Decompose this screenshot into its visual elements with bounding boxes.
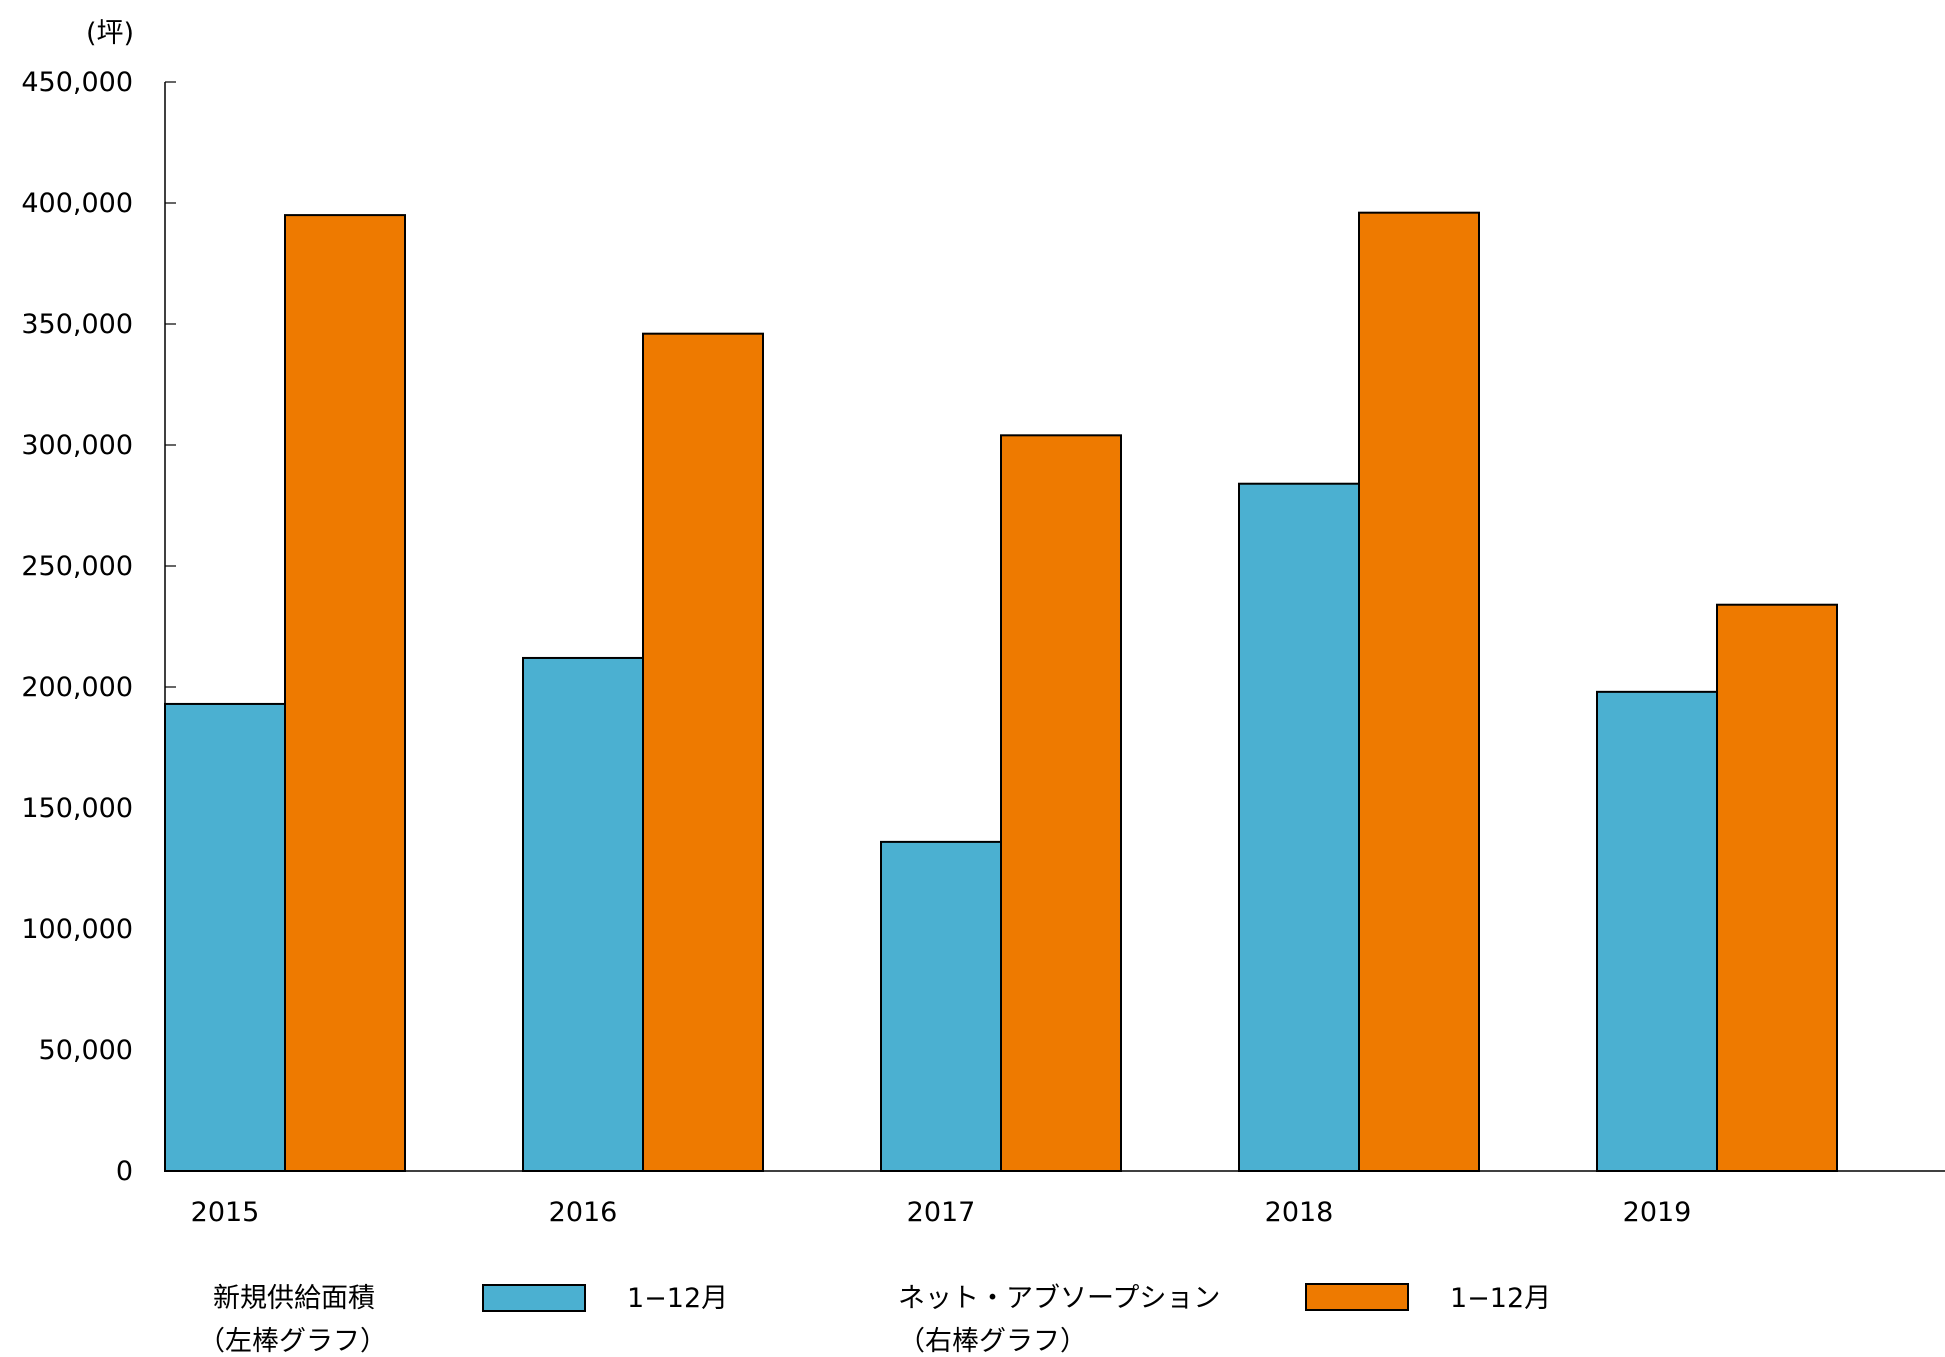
axes bbox=[164, 82, 1945, 1172]
y-tick-label: 300,000 bbox=[21, 430, 133, 461]
bar-absorption-2016 bbox=[642, 332, 764, 1172]
bars bbox=[164, 211, 1838, 1173]
y-tick-label: 350,000 bbox=[21, 309, 133, 340]
x-tick-label: 2018 bbox=[1265, 1197, 1334, 1228]
y-tick-label: 0 bbox=[116, 1156, 133, 1187]
y-tick-label: 250,000 bbox=[21, 551, 133, 582]
bar-supply-2018 bbox=[1238, 482, 1360, 1173]
bar-absorption-2017 bbox=[1000, 434, 1122, 1172]
y-axis-ticks: 0 50,000 100,000 150,000 200,000 250,000 300,0… bbox=[21, 67, 176, 1187]
x-tick-label: 2017 bbox=[907, 1197, 976, 1228]
x-tick-label: 2016 bbox=[549, 1197, 618, 1228]
bar-absorption-2015 bbox=[284, 214, 406, 1173]
y-tick-label: 450,000 bbox=[21, 67, 133, 98]
y-axis-unit-label: (坪) bbox=[86, 18, 134, 49]
bar-absorption-2019 bbox=[1716, 603, 1838, 1172]
y-tick-label: 400,000 bbox=[21, 188, 133, 219]
y-tick-label: 50,000 bbox=[39, 1035, 133, 1066]
bar-absorption-2018 bbox=[1358, 211, 1480, 1172]
bar-supply-2016 bbox=[522, 656, 644, 1172]
bar-supply-2019 bbox=[1596, 690, 1718, 1173]
y-tick-label: 150,000 bbox=[21, 793, 133, 824]
bar-supply-2015 bbox=[164, 702, 286, 1172]
y-tick-label: 200,000 bbox=[21, 672, 133, 703]
x-axis-labels: 2015 2016 2017 2018 2019 bbox=[191, 1197, 1692, 1228]
bar-supply-2017 bbox=[880, 840, 1002, 1172]
x-tick-label: 2015 bbox=[191, 1197, 260, 1228]
x-tick-label: 2019 bbox=[1623, 1197, 1692, 1228]
y-tick-label: 100,000 bbox=[21, 914, 133, 945]
